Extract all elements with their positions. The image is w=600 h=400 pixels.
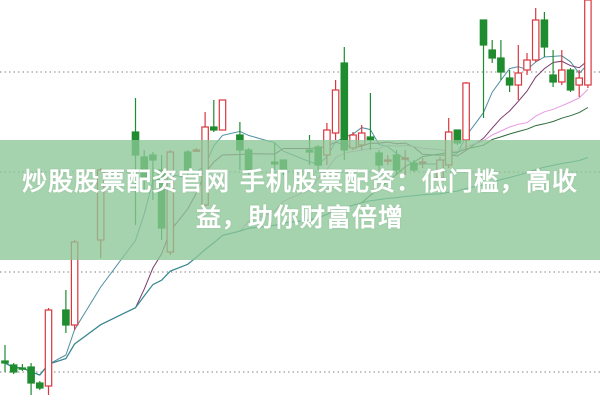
banner-title-line2: 益，助你财富倍增 [195,203,404,232]
candle-up [557,69,566,83]
candle-down [62,309,70,326]
candle-up [531,19,540,61]
candle-up [44,309,53,387]
candle-down [1,360,9,364]
candle-up [523,59,531,71]
candle-down [340,62,349,151]
candle-up [584,0,592,86]
candle-down [540,19,549,48]
candle-down [488,49,497,59]
banner-title-line1: 炒股股票配资官网 手机股票配资：低门槛，高收 [22,167,578,196]
candle-down [549,74,557,83]
candle-up [462,82,470,141]
candle-down [210,126,218,131]
candle-down [35,382,44,389]
candle-down [505,77,514,86]
candle-down [18,367,27,370]
candle-up [514,72,523,86]
candle-down [9,364,18,373]
candle-up [218,99,227,131]
candle-up [575,77,584,86]
candle-down [497,57,505,73]
candle-down [27,366,35,384]
candle-up [331,89,340,134]
candle-down [479,19,488,46]
title-banner: 炒股股票配资官网 手机股票配资：低门槛，高收 益，助你财富倍增 [0,140,600,260]
candle-down [566,69,575,91]
